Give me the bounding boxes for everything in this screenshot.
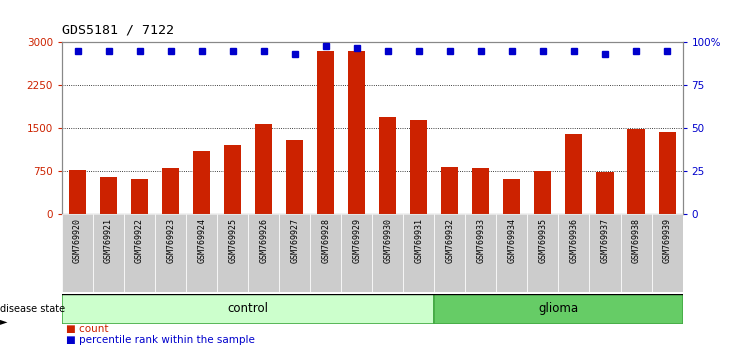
Text: GSM769939: GSM769939 xyxy=(663,218,672,263)
Bar xyxy=(434,214,466,292)
Bar xyxy=(528,214,558,292)
Text: ►: ► xyxy=(0,316,7,326)
Text: GSM769923: GSM769923 xyxy=(166,218,175,263)
Bar xyxy=(496,214,528,292)
Bar xyxy=(62,294,434,324)
Text: GSM769932: GSM769932 xyxy=(445,218,454,263)
Text: GSM769934: GSM769934 xyxy=(507,218,516,263)
Bar xyxy=(442,167,458,214)
Bar xyxy=(596,172,613,214)
Text: GSM769926: GSM769926 xyxy=(259,218,268,263)
Text: GSM769920: GSM769920 xyxy=(73,218,82,263)
Bar xyxy=(93,214,124,292)
Bar xyxy=(504,179,520,214)
Bar xyxy=(124,214,155,292)
Text: disease state: disease state xyxy=(0,304,65,314)
Text: GSM769922: GSM769922 xyxy=(135,218,144,263)
Text: ■ count: ■ count xyxy=(66,324,108,334)
Bar xyxy=(186,214,218,292)
Text: GSM769936: GSM769936 xyxy=(569,218,578,263)
Bar xyxy=(279,214,310,292)
Bar xyxy=(62,214,93,292)
Bar xyxy=(434,294,683,324)
Bar xyxy=(100,177,117,214)
Text: GSM769925: GSM769925 xyxy=(228,218,237,263)
Bar xyxy=(155,214,186,292)
Text: GSM769927: GSM769927 xyxy=(291,218,299,263)
Bar xyxy=(534,171,551,214)
Bar xyxy=(652,214,683,292)
Bar xyxy=(410,120,427,214)
Bar xyxy=(193,151,210,214)
Bar xyxy=(69,170,86,214)
Bar xyxy=(255,124,272,214)
Bar xyxy=(466,214,496,292)
Bar xyxy=(590,214,620,292)
Text: GDS5181 / 7122: GDS5181 / 7122 xyxy=(62,23,174,36)
Text: GSM769935: GSM769935 xyxy=(539,218,548,263)
Text: GSM769928: GSM769928 xyxy=(321,218,330,263)
Text: GSM769924: GSM769924 xyxy=(197,218,206,263)
Text: GSM769929: GSM769929 xyxy=(353,218,361,263)
Bar xyxy=(162,169,179,214)
Bar xyxy=(348,51,365,214)
Bar xyxy=(224,145,241,214)
Bar xyxy=(620,214,652,292)
Bar xyxy=(310,214,342,292)
Bar xyxy=(286,140,303,214)
Bar xyxy=(558,214,590,292)
Bar xyxy=(658,132,675,214)
Bar xyxy=(566,134,583,214)
Bar xyxy=(628,130,645,214)
Text: GSM769938: GSM769938 xyxy=(631,218,640,263)
Text: GSM769937: GSM769937 xyxy=(601,218,610,263)
Bar xyxy=(131,179,148,214)
Bar xyxy=(380,117,396,214)
Bar xyxy=(218,214,248,292)
Text: GSM769921: GSM769921 xyxy=(104,218,113,263)
Bar xyxy=(372,214,404,292)
Text: ■ percentile rank within the sample: ■ percentile rank within the sample xyxy=(66,335,255,345)
Bar xyxy=(342,214,372,292)
Text: control: control xyxy=(228,302,269,315)
Text: GSM769931: GSM769931 xyxy=(415,218,423,263)
Bar xyxy=(248,214,279,292)
Bar xyxy=(472,169,489,214)
Bar xyxy=(318,51,334,214)
Text: GSM769930: GSM769930 xyxy=(383,218,392,263)
Text: GSM769933: GSM769933 xyxy=(477,218,485,263)
Text: glioma: glioma xyxy=(539,302,578,315)
Bar xyxy=(404,214,434,292)
